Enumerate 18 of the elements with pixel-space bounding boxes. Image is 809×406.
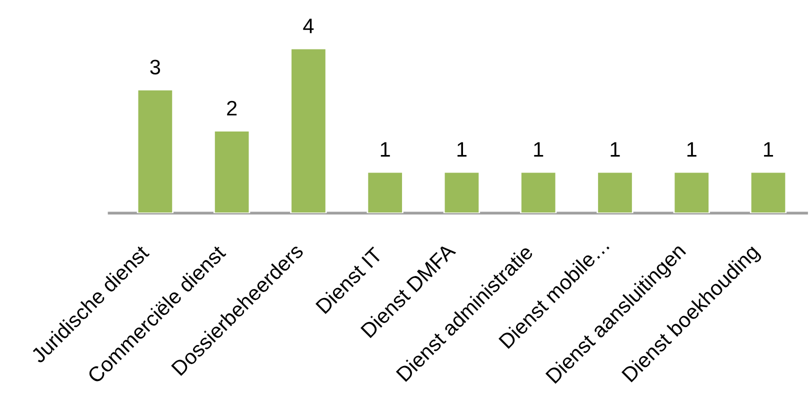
data-label: 1	[534, 142, 544, 157]
bar	[750, 171, 787, 214]
data-label: 1	[764, 142, 774, 157]
data-label: 1	[380, 142, 390, 157]
bar	[136, 89, 174, 214]
data-label: 2	[227, 100, 237, 116]
bar	[673, 171, 710, 214]
data-label: 1	[687, 142, 696, 157]
bar	[290, 48, 327, 214]
bar	[520, 171, 557, 214]
bar	[366, 171, 404, 214]
data-label: 3	[150, 60, 160, 74]
bar	[596, 171, 634, 214]
bar	[443, 171, 480, 214]
bar	[214, 130, 250, 214]
data-label: 1	[458, 142, 467, 157]
data-label: 4	[303, 18, 314, 34]
data-label: 1	[610, 142, 620, 157]
